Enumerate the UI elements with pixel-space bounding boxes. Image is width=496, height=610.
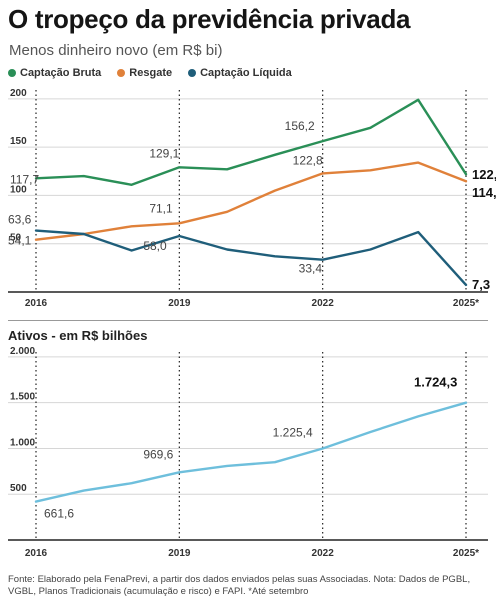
legend-marker xyxy=(8,69,16,77)
x-tick-label: 2025* xyxy=(453,298,479,309)
data-label: 122,0 xyxy=(472,167,496,182)
data-label: 122,8 xyxy=(293,153,323,167)
data-label: 7,3 xyxy=(472,277,490,292)
source-footnote: Fonte: Elaborado pela FenaPrevi, a parti… xyxy=(8,574,471,597)
data-label: 63,6 xyxy=(8,213,32,227)
data-label: 114,7 xyxy=(472,185,496,200)
y-tick-label: 50 xyxy=(10,233,22,244)
legend-marker xyxy=(188,69,197,77)
divider xyxy=(8,320,488,321)
legend-marker xyxy=(117,69,126,77)
legend-label: Captação Líquida xyxy=(200,67,292,79)
data-label: 1.724,3 xyxy=(414,375,457,390)
x-tick-label: 2016 xyxy=(25,298,48,309)
y-tick-label: 200 xyxy=(10,88,27,99)
x-tick-label: 2022 xyxy=(312,298,335,309)
x-tick-label: 2016 xyxy=(25,548,48,559)
x-tick-label: 2022 xyxy=(312,548,335,559)
data-label: 54,1 xyxy=(8,234,32,248)
data-label: 1.225,4 xyxy=(273,425,313,439)
legend-item-captacao-liquida: Captação Líquida xyxy=(188,67,292,79)
y-tick-label: 1.000 xyxy=(10,437,35,448)
legend-item-resgate: Resgate xyxy=(117,67,172,79)
data-label: 156,2 xyxy=(285,119,315,133)
series-line xyxy=(34,401,468,503)
y-tick-label: 2.000 xyxy=(10,346,35,357)
data-label: 33,4 xyxy=(299,262,323,276)
page-subtitle: Menos dinheiro novo (em R$ bi) xyxy=(9,42,223,59)
x-tick-label: 2019 xyxy=(168,298,191,309)
data-label: 661,6 xyxy=(44,507,74,521)
legend: Captação Bruta Resgate Captação Líquida xyxy=(8,67,292,79)
x-tick-label: 2025* xyxy=(453,548,479,559)
data-label: 71,1 xyxy=(149,201,173,215)
legend-label: Captação Bruta xyxy=(20,67,102,79)
data-label: 969,6 xyxy=(143,447,173,461)
page-title: O tropeço da previdência privada xyxy=(8,4,411,34)
assets-line-chart: 2.000 1.500 1.000 500 2016 2019 2022 2025* 661,6… xyxy=(8,346,488,559)
y-tick-label: 150 xyxy=(10,136,27,147)
y-tick-label: 100 xyxy=(10,184,27,195)
y-tick-label: 1.500 xyxy=(10,392,35,403)
series-line xyxy=(34,229,468,287)
assets-chart-title: Ativos - em R$ bilhões xyxy=(8,328,148,343)
legend-item-captacao-bruta: Captação Bruta xyxy=(8,67,101,79)
series-line xyxy=(34,98,468,187)
data-label: 117,7 xyxy=(10,172,39,186)
data-label: 129,1 xyxy=(149,146,179,160)
legend-label: Resgate xyxy=(129,67,173,79)
x-tick-label: 2019 xyxy=(168,548,191,559)
y-tick-label: 500 xyxy=(10,483,27,494)
series-line xyxy=(34,161,468,241)
data-label: 58,0 xyxy=(143,239,167,253)
flows-line-chart: 200 150 100 50 2016 2019 2022 2025* 117,7 129,1 15… xyxy=(8,88,496,309)
